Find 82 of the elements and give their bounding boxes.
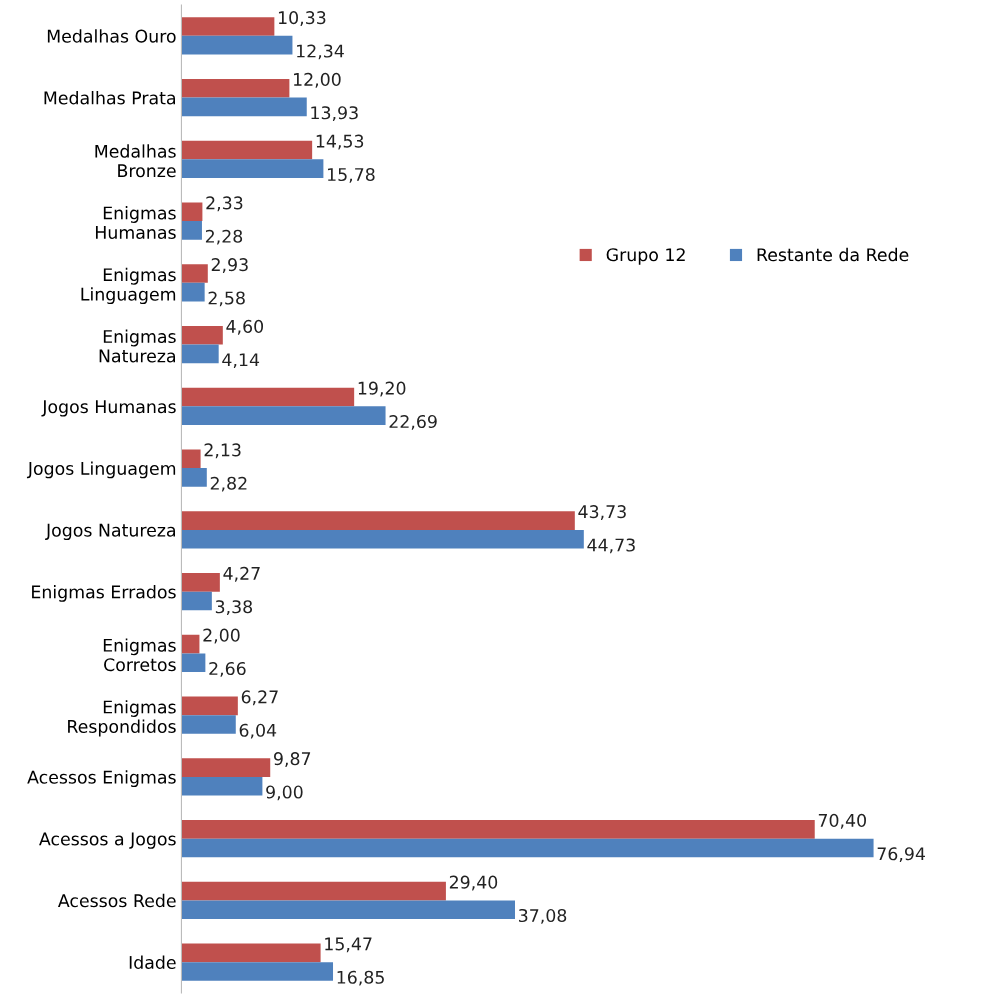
data-label: 44,73 bbox=[587, 538, 635, 554]
data-label: 3,38 bbox=[215, 600, 253, 616]
bar bbox=[181, 406, 386, 425]
bar bbox=[181, 881, 446, 901]
data-label: 4,27 bbox=[223, 566, 260, 582]
data-label: 4,60 bbox=[226, 319, 264, 335]
y-tick-label: Medalhas Ouro bbox=[47, 29, 176, 43]
legend-label: Restante da Rede bbox=[757, 247, 909, 262]
data-label: 37,08 bbox=[519, 908, 567, 924]
data-label: 43,73 bbox=[578, 505, 626, 521]
bar bbox=[181, 900, 515, 919]
y-tick-label: Medalhas Bronze bbox=[95, 144, 176, 178]
bar bbox=[181, 758, 271, 777]
y-tick-label: Medalhas Prata bbox=[44, 91, 175, 105]
bar bbox=[181, 140, 313, 160]
bar bbox=[181, 387, 355, 407]
data-label: 2,66 bbox=[209, 661, 246, 677]
data-label: 2,28 bbox=[205, 229, 243, 245]
data-label: 13,93 bbox=[311, 106, 358, 122]
y-tick-label: Idade bbox=[129, 955, 176, 969]
bar bbox=[181, 943, 321, 963]
legend-label: Grupo 12 bbox=[606, 248, 685, 265]
bar bbox=[181, 838, 874, 858]
data-label: 2,33 bbox=[206, 196, 243, 212]
data-label: 15,78 bbox=[328, 167, 375, 183]
bar bbox=[181, 511, 575, 530]
bar bbox=[181, 97, 307, 117]
y-tick-label: Acessos Enigmas bbox=[27, 770, 176, 788]
data-label: 6,27 bbox=[241, 690, 278, 706]
y-tick-label: Enigmas Humanas bbox=[95, 206, 176, 239]
bar bbox=[181, 449, 201, 469]
y-tick-label: Acessos Rede bbox=[57, 893, 176, 908]
y-tick-label: Enigmas Natureza bbox=[99, 329, 176, 363]
y-tick-label: Enigmas Linguagem bbox=[81, 267, 176, 305]
y-tick-label: Enigmas Respondidos bbox=[68, 700, 176, 737]
y-tick-label: Acessos a Jogos bbox=[39, 832, 176, 849]
data-label: 22,69 bbox=[389, 414, 437, 430]
bar bbox=[181, 17, 275, 36]
data-label: 15,47 bbox=[325, 937, 372, 953]
bar bbox=[181, 573, 220, 592]
bar bbox=[181, 79, 290, 98]
data-label: 12,00 bbox=[293, 72, 341, 88]
data-label: 2,00 bbox=[203, 628, 240, 644]
bar bbox=[181, 653, 206, 672]
bar bbox=[181, 962, 334, 981]
bar bbox=[181, 35, 293, 55]
data-label: 2,82 bbox=[210, 476, 247, 492]
bar bbox=[181, 159, 324, 178]
data-label: 19,20 bbox=[358, 381, 406, 397]
data-label: 29,40 bbox=[449, 875, 498, 891]
bar bbox=[181, 221, 202, 240]
data-label: 2,58 bbox=[208, 291, 245, 307]
y-tick-label: Jogos Linguagem bbox=[26, 461, 176, 479]
data-label: 16,85 bbox=[337, 970, 384, 986]
bar bbox=[181, 776, 263, 796]
bar bbox=[181, 282, 205, 302]
bar bbox=[181, 264, 208, 283]
y-tick-label: Jogos Humanas bbox=[41, 400, 176, 417]
bar bbox=[181, 344, 219, 364]
data-label: 9,00 bbox=[266, 785, 303, 801]
bar bbox=[181, 696, 238, 716]
data-label: 10,33 bbox=[278, 11, 326, 26]
data-label: 6,04 bbox=[239, 723, 277, 739]
bar bbox=[181, 468, 207, 487]
y-tick-label: Jogos Natureza bbox=[45, 523, 175, 541]
data-label: 12,34 bbox=[297, 44, 344, 60]
bar bbox=[181, 715, 236, 734]
data-label: 2,93 bbox=[211, 258, 248, 274]
data-label: 4,14 bbox=[222, 353, 260, 369]
y-tick-label: Enigmas Errados bbox=[32, 585, 176, 602]
data-label: 70,40 bbox=[818, 813, 866, 829]
y-tick-label: Enigmas Corretos bbox=[103, 638, 176, 672]
bar bbox=[181, 634, 200, 654]
bar bbox=[181, 529, 584, 549]
bar bbox=[181, 591, 212, 611]
data-label: 2,13 bbox=[204, 443, 241, 459]
bar bbox=[181, 202, 203, 222]
bar bbox=[181, 820, 815, 839]
data-label: 76,94 bbox=[877, 847, 925, 863]
data-label: 9,87 bbox=[274, 752, 311, 768]
data-label: 14,53 bbox=[316, 134, 364, 150]
bar bbox=[181, 326, 223, 345]
